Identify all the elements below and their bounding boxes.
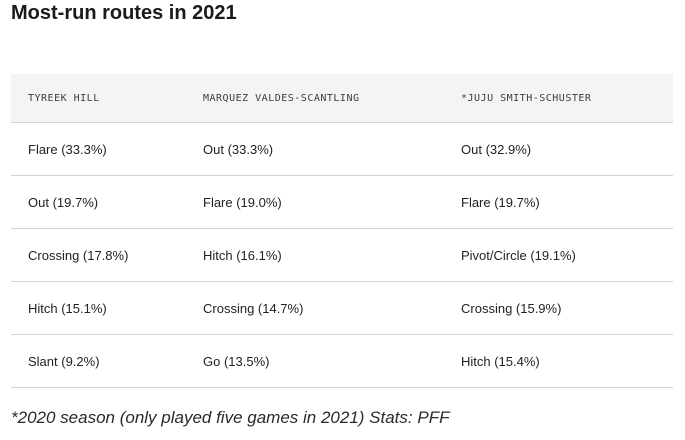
routes-table: TYREEK HILL MARQUEZ VALDES-SCANTLING *JU… xyxy=(11,74,673,388)
table-cell: Pivot/Circle (19.1%) xyxy=(461,247,576,263)
table-cell: Go (13.5%) xyxy=(203,353,270,369)
table-cell: Out (19.7%) xyxy=(28,194,99,210)
table-cell: Hitch (15.1%) xyxy=(28,300,107,316)
table-cell: Crossing (17.8%) xyxy=(28,247,129,263)
header-juju-smith-schuster: *JUJU SMITH-SCHUSTER xyxy=(461,92,592,104)
table-cell: Hitch (16.1%) xyxy=(203,247,282,263)
table-row: Flare (33.3%) Out (33.3%) Out (32.9%) xyxy=(11,123,673,176)
footnote: *2020 season (only played five games in … xyxy=(11,408,450,427)
table-header: TYREEK HILL MARQUEZ VALDES-SCANTLING *JU… xyxy=(11,74,673,123)
table-cell: Flare (19.7%) xyxy=(461,194,540,210)
table-cell: Crossing (14.7%) xyxy=(203,300,304,316)
table-cell: Hitch (15.4%) xyxy=(461,353,540,369)
table-cell: Flare (19.0%) xyxy=(203,194,282,210)
table-cell: Out (33.3%) xyxy=(203,141,274,157)
table-row: Crossing (17.8%) Hitch (16.1%) Pivot/Cir… xyxy=(11,229,673,282)
table-row: Hitch (15.1%) Crossing (14.7%) Crossing … xyxy=(11,282,673,335)
header-tyreek-hill: TYREEK HILL xyxy=(28,92,100,104)
table-cell: Crossing (15.9%) xyxy=(461,300,562,316)
header-marquez-valdes-scantling: MARQUEZ VALDES-SCANTLING xyxy=(203,92,360,104)
table-row: Slant (9.2%) Go (13.5%) Hitch (15.4%) xyxy=(11,335,673,388)
table-cell: Slant (9.2%) xyxy=(28,353,100,369)
table-cell: Flare (33.3%) xyxy=(28,141,107,157)
table-row: Out (19.7%) Flare (19.0%) Flare (19.7%) xyxy=(11,176,673,229)
table-cell: Out (32.9%) xyxy=(461,141,532,157)
page-title: Most-run routes in 2021 xyxy=(11,2,237,24)
